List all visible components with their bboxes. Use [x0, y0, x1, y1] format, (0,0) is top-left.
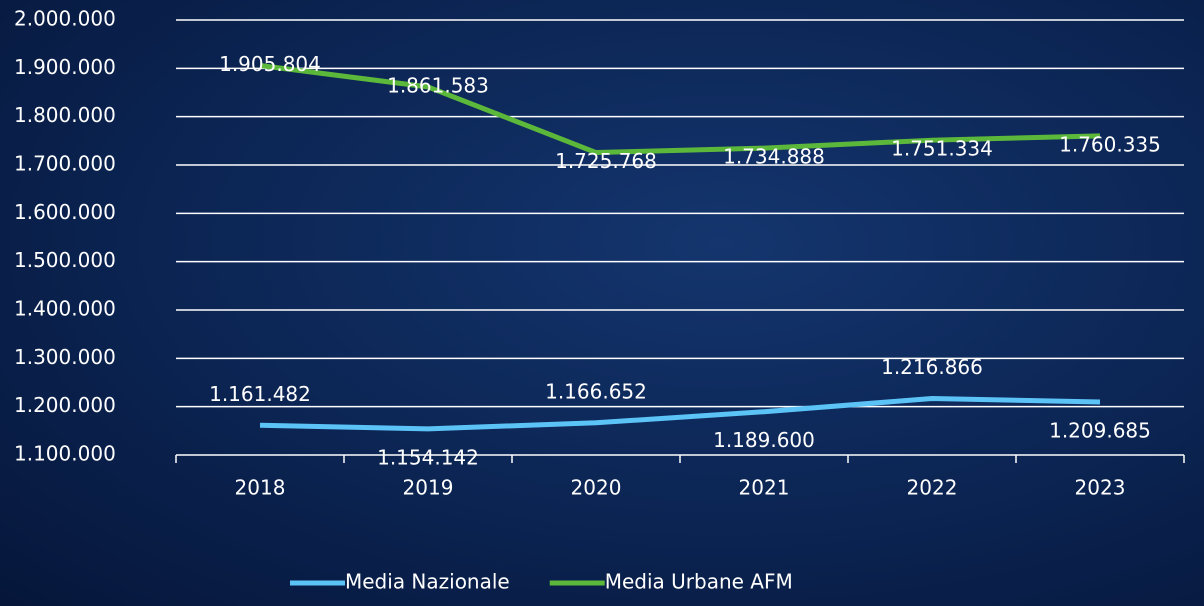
data-label: 1.861.583 [387, 73, 489, 97]
data-label: 1.209.685 [1049, 418, 1151, 442]
data-label: 1.905.804 [219, 52, 321, 76]
x-tick-label: 2023 [1075, 476, 1126, 500]
legend-label: Media Nazionale [345, 570, 510, 594]
series-line [259, 396, 1101, 432]
data-label: 1.751.334 [891, 137, 993, 161]
y-tick-label: 1.500.000 [14, 248, 116, 272]
data-label: 1.734.888 [723, 145, 825, 169]
x-tick-label: 2020 [571, 476, 622, 500]
x-tick-label: 2019 [403, 476, 454, 500]
data-label: 1.725.768 [555, 149, 657, 173]
y-tick-label: 1.300.000 [14, 345, 116, 369]
series-line [259, 63, 1101, 156]
y-tick-label: 1.600.000 [14, 200, 116, 224]
data-label: 1.216.866 [881, 355, 983, 379]
x-tick-label: 2021 [739, 476, 790, 500]
y-tick-label: 1.800.000 [14, 103, 116, 127]
y-tick-label: 1.700.000 [14, 152, 116, 176]
data-label: 1.760.335 [1059, 132, 1161, 156]
y-tick-label: 1.200.000 [14, 393, 116, 417]
y-tick-label: 2.000.000 [14, 7, 116, 31]
x-tick-label: 2018 [235, 476, 286, 500]
data-label: 1.166.652 [545, 379, 647, 403]
y-tick-label: 1.100.000 [14, 442, 116, 466]
y-tick-label: 1.400.000 [14, 297, 116, 321]
x-tick-label: 2022 [907, 476, 958, 500]
data-label: 1.161.482 [209, 382, 311, 406]
legend-label: Media Urbane AFM [605, 570, 793, 594]
y-tick-label: 1.900.000 [14, 55, 116, 79]
data-label: 1.189.600 [713, 428, 815, 452]
data-label: 1.154.142 [377, 445, 479, 469]
